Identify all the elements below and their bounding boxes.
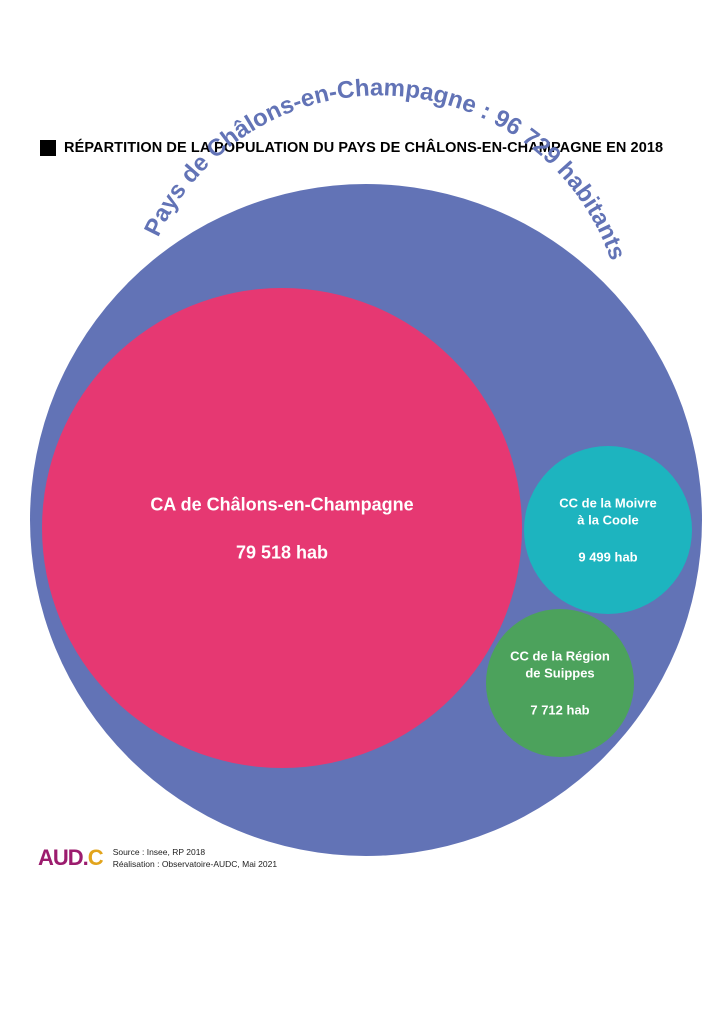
bubble-3-value: 7 712 hab xyxy=(530,703,589,718)
bubble-3-label: CC de la Région xyxy=(510,649,610,664)
bubble-1-label: CA de Châlons-en-Champagne xyxy=(150,494,413,514)
source-text: Source : Insee, RP 2018 xyxy=(113,846,277,858)
bubble-2-value: 9 499 hab xyxy=(578,550,637,565)
audc-logo: AUD.C xyxy=(38,847,103,869)
bubble-2-label: CC de la Moivre xyxy=(559,496,657,511)
realisation-text: Réalisation : Observatoire-AUDC, Mai 202… xyxy=(113,858,277,870)
logo-text: AUD xyxy=(38,845,83,870)
bubble-1 xyxy=(42,288,522,768)
bubble-1-value: 79 518 hab xyxy=(236,542,328,562)
footer: AUD.C Source : Insee, RP 2018 Réalisatio… xyxy=(38,846,277,870)
bubble-3-label: de Suippes xyxy=(525,666,594,681)
bubble-3 xyxy=(486,609,634,757)
logo-c: C xyxy=(88,845,103,870)
bubble-2 xyxy=(524,446,692,614)
footer-credits: Source : Insee, RP 2018 Réalisation : Ob… xyxy=(113,846,277,870)
bubble-2-label: à la Coole xyxy=(577,513,638,528)
